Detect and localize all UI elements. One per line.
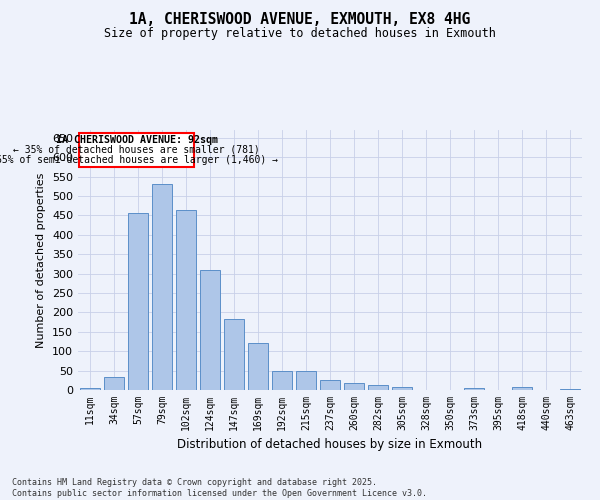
Bar [200, 270, 220, 390]
Bar [464, 388, 484, 390]
Text: 65% of semi-detached houses are larger (1,460) →: 65% of semi-detached houses are larger (… [0, 155, 278, 165]
Bar [320, 380, 340, 390]
X-axis label: Distribution of detached houses by size in Exmouth: Distribution of detached houses by size … [178, 438, 482, 452]
Text: Contains HM Land Registry data © Crown copyright and database right 2025.
Contai: Contains HM Land Registry data © Crown c… [12, 478, 427, 498]
Bar [104, 377, 124, 390]
Text: ← 35% of detached houses are smaller (781): ← 35% of detached houses are smaller (78… [13, 145, 260, 155]
Bar [248, 344, 268, 390]
Text: 1A CHERISWOOD AVENUE: 92sqm: 1A CHERISWOOD AVENUE: 92sqm [56, 135, 218, 145]
Bar [392, 386, 412, 390]
Bar [344, 383, 364, 390]
Bar [272, 370, 292, 390]
Bar [368, 385, 388, 390]
Bar [560, 389, 580, 390]
Bar [296, 370, 316, 390]
Bar [512, 388, 532, 390]
Text: 1A, CHERISWOOD AVENUE, EXMOUTH, EX8 4HG: 1A, CHERISWOOD AVENUE, EXMOUTH, EX8 4HG [130, 12, 470, 28]
Bar [176, 210, 196, 390]
Bar [152, 184, 172, 390]
Y-axis label: Number of detached properties: Number of detached properties [37, 172, 46, 348]
Bar [80, 388, 100, 390]
Bar [79, 133, 194, 167]
Text: Size of property relative to detached houses in Exmouth: Size of property relative to detached ho… [104, 28, 496, 40]
Bar [128, 212, 148, 390]
Bar [224, 318, 244, 390]
